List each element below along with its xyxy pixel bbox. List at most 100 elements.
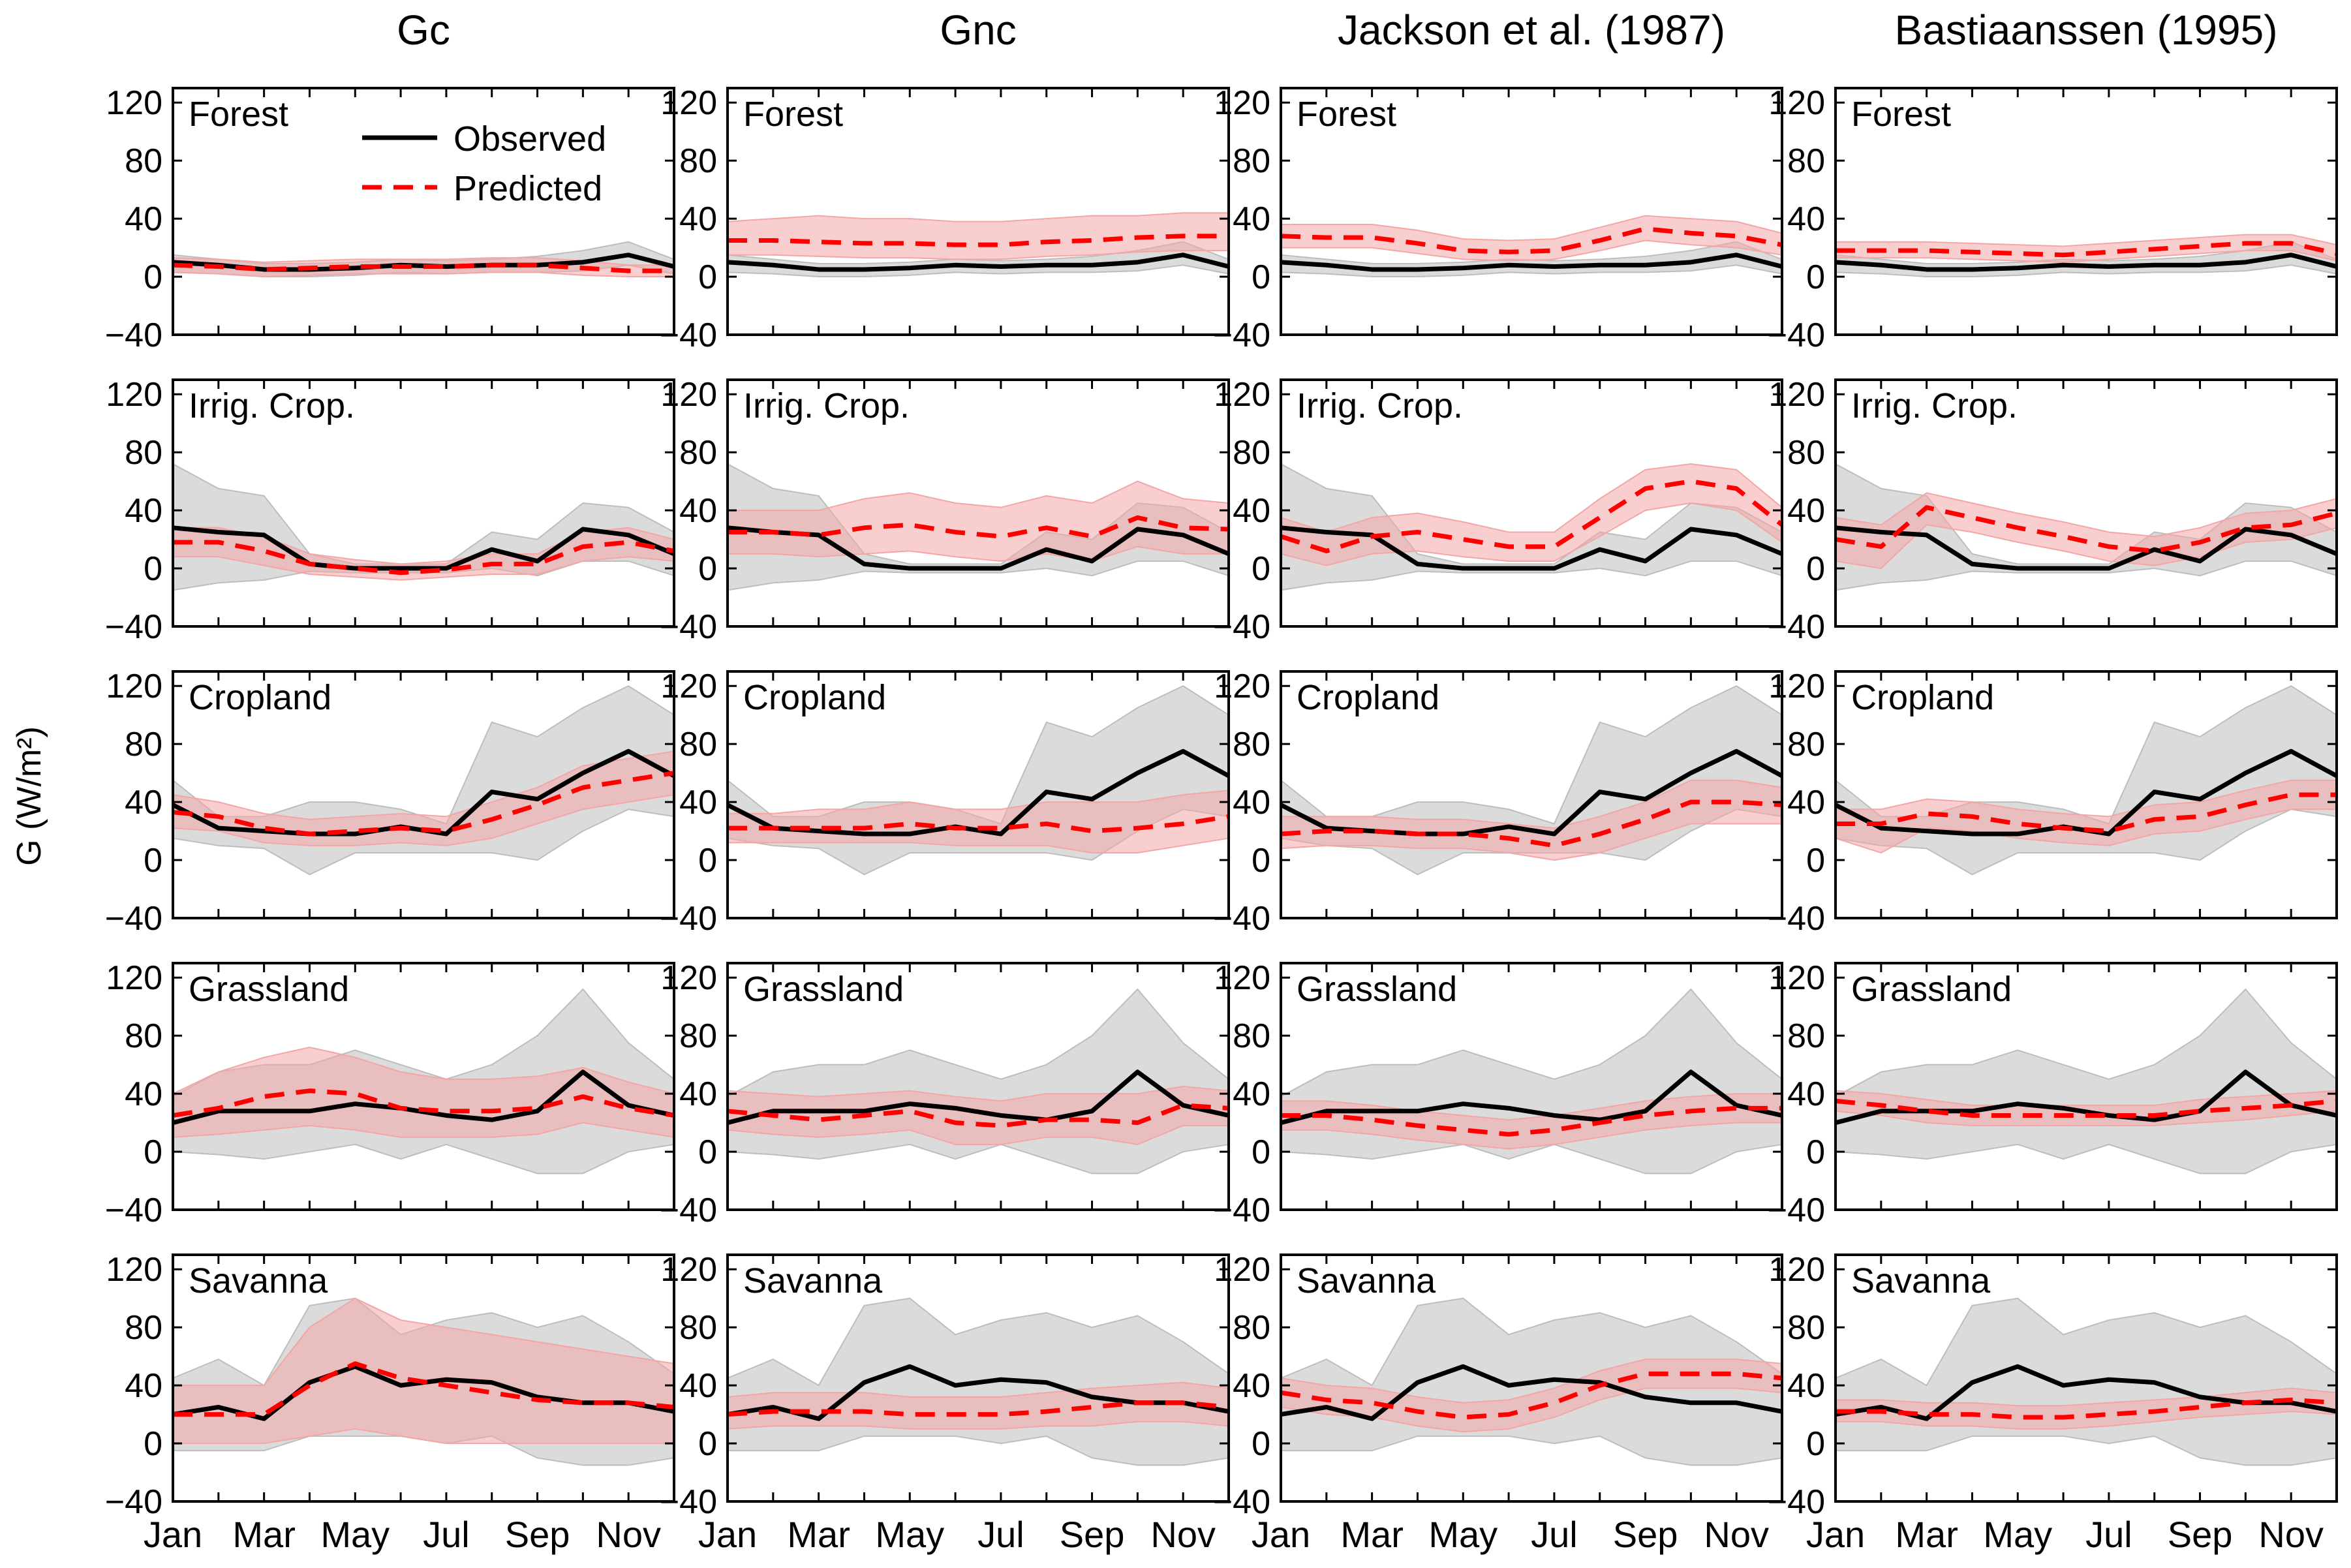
x-tick-label: May <box>320 1514 390 1555</box>
y-tick-label: 80 <box>1787 726 1825 763</box>
y-tick-label: 120 <box>1768 1251 1825 1289</box>
panel-label: Savanna <box>1851 1261 1991 1300</box>
y-tick-label: 0 <box>144 258 162 296</box>
y-tick-label: −40 <box>660 608 717 646</box>
panel-frame <box>172 670 675 919</box>
y-tick-label: 0 <box>1806 1425 1825 1463</box>
y-tick-label: 40 <box>679 1367 717 1405</box>
observed-series-line <box>1280 253 1783 272</box>
panel-frame <box>726 87 1230 336</box>
panel-frame <box>726 670 1230 919</box>
y-tick-label: 120 <box>1214 1251 1270 1289</box>
panel-grassland-1: −40 0 40 80 120 Grassland <box>660 959 1230 1229</box>
panel-savanna-3: Jan Mar May Jul Sep Nov −40 0 40 80 120 Savanna <box>1768 1251 2338 1555</box>
panel-label: Forest <box>1297 95 1396 134</box>
y-tick-label: 120 <box>106 376 162 414</box>
observed-series-line <box>1835 1069 2337 1125</box>
predicted-series-line <box>1280 1371 1783 1420</box>
panel-frame <box>1280 670 1783 919</box>
y-tick-label: 40 <box>1787 200 1825 238</box>
panel-label: Cropland <box>743 678 886 717</box>
x-tick-label: Jan <box>1252 1514 1310 1555</box>
predicted-series-line <box>728 515 1229 539</box>
y-tick-label: 40 <box>125 784 162 822</box>
y-tick-label: 120 <box>106 84 162 122</box>
panel-grid: Gc Gnc Jackson et al. (1987) Bastiaanssen (… <box>105 7 2338 1555</box>
y-tick-label: 80 <box>1233 1309 1270 1347</box>
x-tick-label: Sep <box>505 1514 570 1555</box>
x-tick-label: Mar <box>232 1514 295 1555</box>
y-tick-label: 80 <box>1233 726 1270 763</box>
y-tick-label: −40 <box>660 316 717 354</box>
panel-grassland-0: −40 0 40 80 120 Grassland <box>105 959 675 1229</box>
panel-frame <box>1834 670 2338 919</box>
panel-cropland-2: −40 0 40 80 120 Cropland <box>1213 668 1783 938</box>
y-tick-label: 80 <box>125 1309 162 1347</box>
y-tick-label: 120 <box>1214 668 1270 705</box>
y-tick-label: 0 <box>698 842 717 880</box>
x-tick-label: Jul <box>1531 1514 1578 1555</box>
panel-label: Irrig. Crop. <box>189 386 355 425</box>
y-tick-label: 80 <box>1233 142 1270 180</box>
panel-label: Grassland <box>1851 970 2012 1009</box>
y-tick-label: 0 <box>698 550 717 588</box>
y-tick-label: 0 <box>144 1425 162 1463</box>
y-tick-label: 120 <box>660 1251 717 1289</box>
panel-grassland-3: −40 0 40 80 120 Grassland <box>1768 959 2338 1229</box>
y-tick-label: 0 <box>144 842 162 880</box>
y-tick-label: 80 <box>679 726 717 763</box>
y-tick-label: 0 <box>144 550 162 588</box>
panel-grassland-2: −40 0 40 80 120 Grassland <box>1213 959 1783 1229</box>
column-title: Gnc <box>940 7 1016 54</box>
predicted-series-line <box>1280 226 1783 254</box>
panel-frame <box>1834 1253 2338 1503</box>
y-tick-label: 120 <box>660 668 717 705</box>
panel-forest-0: −40 0 40 80 120 Forest Observed Predicted <box>105 84 675 354</box>
y-tick-label: 120 <box>1214 959 1270 997</box>
panel-label: Irrig. Crop. <box>1851 386 2018 425</box>
observed-series-line <box>727 1069 1229 1125</box>
panel-label: Grassland <box>743 970 904 1009</box>
y-tick-label: 0 <box>1806 550 1825 588</box>
y-tick-label: 40 <box>1787 1367 1825 1405</box>
panel-label: Forest <box>189 95 288 134</box>
panel-frame <box>1834 378 2338 628</box>
y-tick-label: −40 <box>660 900 717 938</box>
y-tick-label: 80 <box>1787 142 1825 180</box>
x-tick-label: Jul <box>2085 1514 2132 1555</box>
predicted-series-line <box>173 1361 675 1417</box>
x-tick-label: Jul <box>977 1514 1024 1555</box>
panel-forest-1: −40 0 40 80 120 Forest <box>660 84 1230 354</box>
y-tick-label: 80 <box>679 434 717 472</box>
y-tick-label: 120 <box>106 1251 162 1289</box>
panel-frame <box>726 1253 1230 1503</box>
x-tick-label: Mar <box>1340 1514 1403 1555</box>
y-tick-label: −40 <box>1768 1483 1825 1521</box>
predicted-series-line <box>727 1103 1229 1128</box>
y-tick-label: −40 <box>1768 900 1825 938</box>
panel-irrig-crop--3: −40 0 40 80 120 Irrig. Crop. <box>1768 376 2338 646</box>
legend-observed-label: Observed <box>453 119 606 159</box>
predicted-series-line <box>173 540 675 576</box>
y-tick-label: 80 <box>125 434 162 472</box>
panel-savanna-2: Jan Mar May Jul Sep Nov −40 0 40 80 120 Savanna <box>1213 1251 1783 1555</box>
x-tick-label: Mar <box>1895 1514 1958 1555</box>
panel-frame <box>1280 378 1783 628</box>
panel-label: Irrig. Crop. <box>1297 386 1463 425</box>
panel-label: Grassland <box>189 970 349 1009</box>
column-title: Gc <box>397 7 450 54</box>
y-tick-label: 120 <box>106 959 162 997</box>
panel-cropland-1: −40 0 40 80 120 Cropland <box>660 668 1230 938</box>
y-tick-label: −40 <box>660 1483 717 1521</box>
y-tick-label: 0 <box>1252 550 1270 588</box>
y-tick-label: 0 <box>698 258 717 296</box>
y-tick-label: 0 <box>1252 1425 1270 1463</box>
y-tick-label: 40 <box>679 200 717 238</box>
y-tick-label: 80 <box>679 142 717 180</box>
x-tick-label: Jan <box>698 1514 757 1555</box>
panel-irrig-crop--1: −40 0 40 80 120 Irrig. Crop. <box>660 376 1230 646</box>
panel-forest-3: −40 0 40 80 120 Forest <box>1768 84 2338 354</box>
y-tick-label: 0 <box>698 1425 717 1463</box>
y-tick-label: 120 <box>1768 959 1825 997</box>
